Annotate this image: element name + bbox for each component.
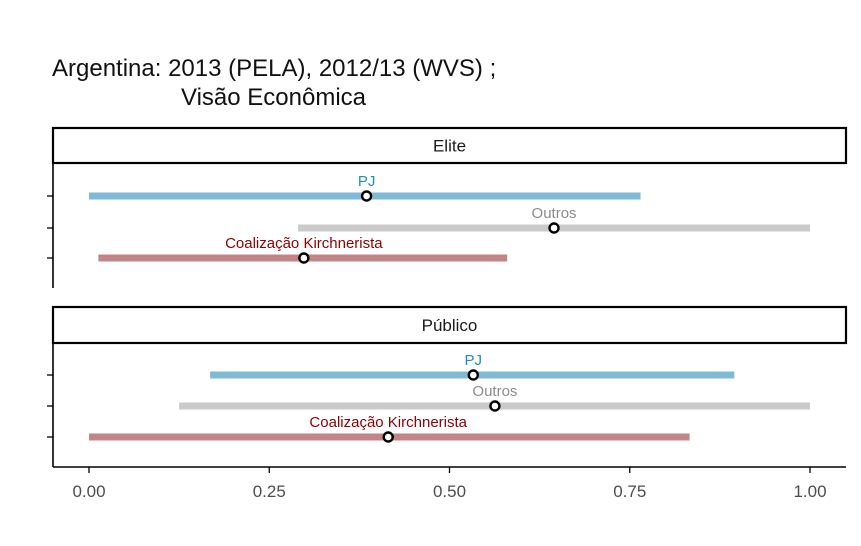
panel-publico-outros-point	[489, 400, 501, 412]
x-tick-label: 0.75	[613, 482, 646, 501]
x-tick-label: 0.00	[72, 482, 105, 501]
panel-publico-strip	[51, 305, 848, 345]
panel-elite-pj-label: PJ	[358, 173, 376, 190]
panel-publico-coalizacao-kirchnerista-point	[382, 431, 394, 443]
x-tick-label: 1.00	[793, 482, 826, 501]
chart-title-line2: Visão Econômica	[181, 84, 366, 111]
panel-elite-coalizacao-kirchnerista-point	[298, 252, 310, 264]
panel-elite-coalizacao-kirchnerista-label: Coalização Kirchnerista	[225, 235, 383, 252]
panel-publico-strip-label: Público	[422, 316, 478, 335]
x-tick-label: 0.25	[253, 482, 286, 501]
chart-title-line1: Argentina: 2013 (PELA), 2012/13 (WVS) ;	[52, 55, 497, 82]
panel-publico-coalizacao-kirchnerista-label: Coalização Kirchnerista	[309, 414, 467, 431]
panel-elite-outros-point	[548, 222, 560, 234]
panel-publico-outros-label: Outros	[472, 383, 517, 400]
panel-publico-pj-point	[467, 369, 479, 381]
panel-publico-pj-label: PJ	[465, 352, 483, 369]
panel-elite-strip-label: Elite	[433, 137, 466, 156]
panel-elite-pj-point	[360, 190, 373, 202]
panel-elite-outros-label: Outros	[532, 205, 577, 222]
x-tick-label: 0.50	[433, 482, 466, 501]
panel-elite-strip	[51, 126, 848, 165]
